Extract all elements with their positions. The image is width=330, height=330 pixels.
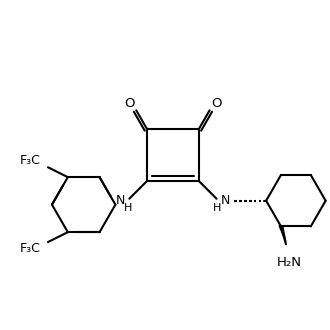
Text: O: O bbox=[211, 97, 222, 110]
Text: H: H bbox=[124, 203, 133, 213]
Text: H₂N: H₂N bbox=[277, 256, 301, 269]
Text: F₃C: F₃C bbox=[20, 243, 41, 255]
Text: O: O bbox=[124, 97, 135, 110]
Text: N: N bbox=[116, 194, 125, 207]
Text: N: N bbox=[221, 194, 230, 207]
Text: H: H bbox=[214, 203, 222, 213]
Text: F₃C: F₃C bbox=[20, 154, 41, 167]
Polygon shape bbox=[279, 225, 286, 242]
